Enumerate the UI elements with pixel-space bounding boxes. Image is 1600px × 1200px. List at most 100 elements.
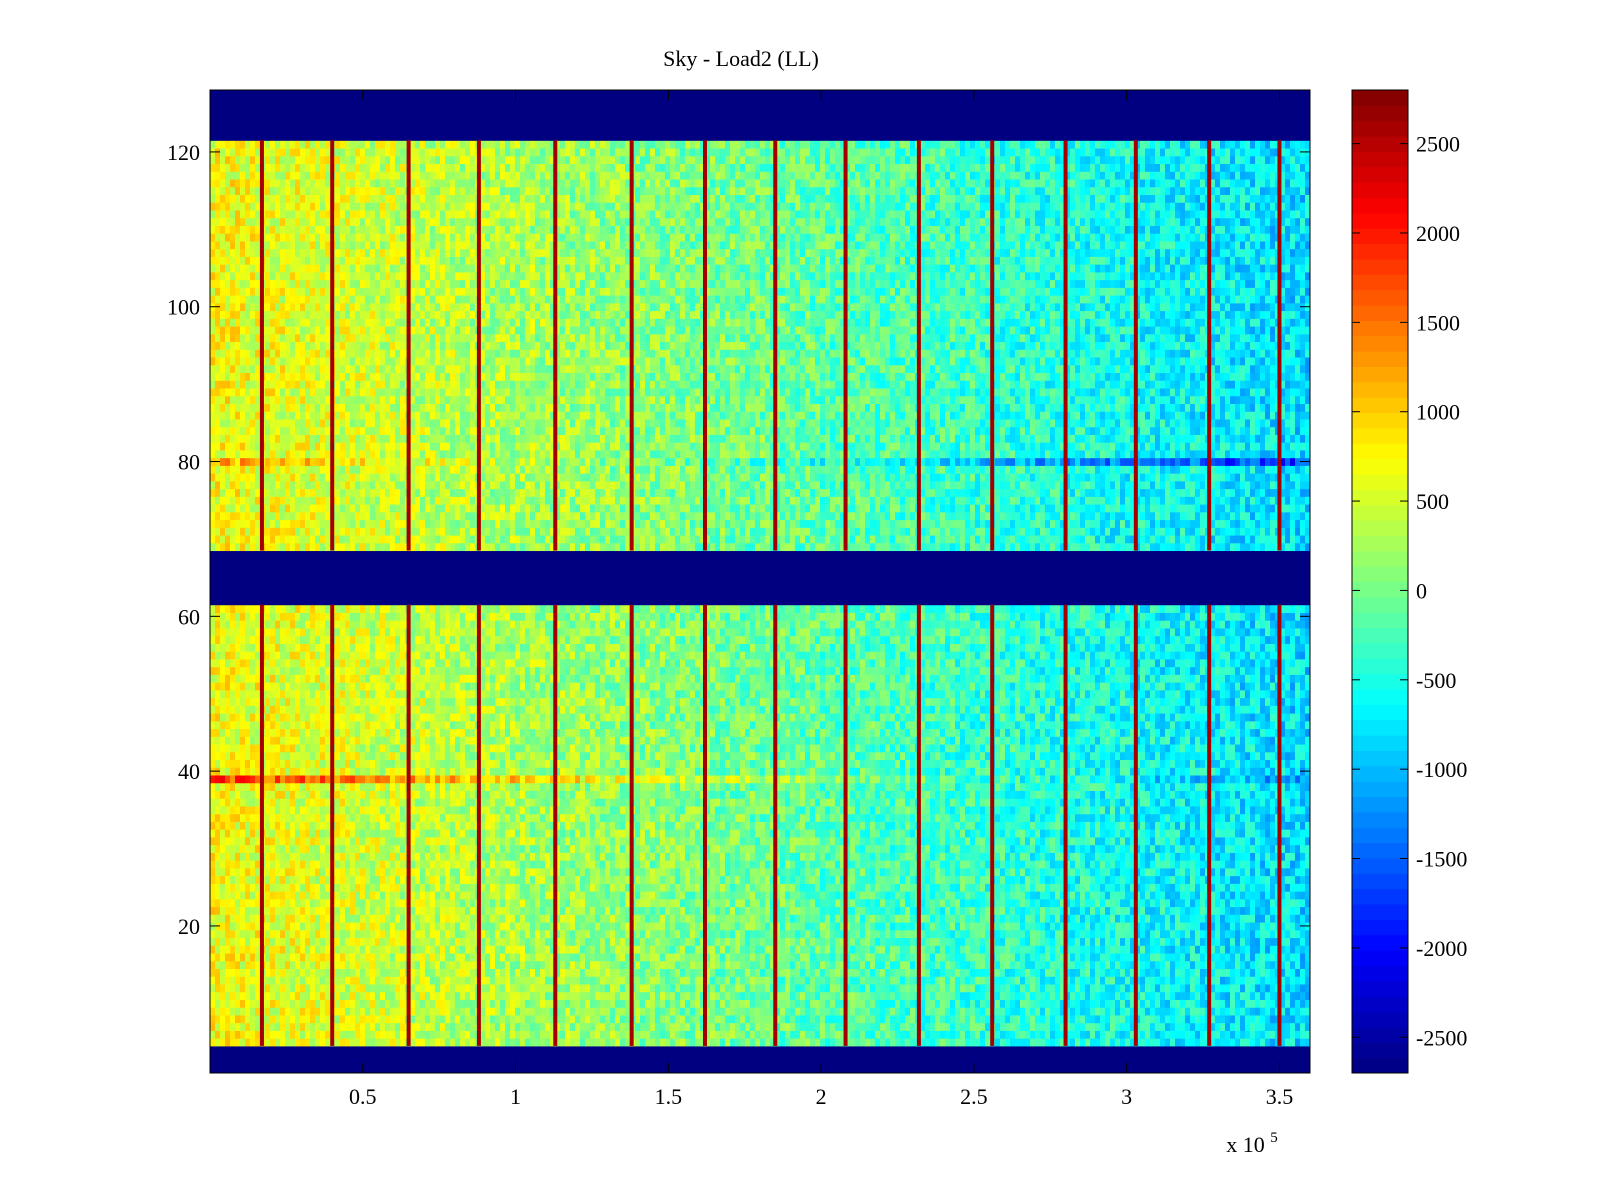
heatmap-cell: [615, 1015, 621, 1023]
heatmap-cell: [1215, 1007, 1221, 1015]
heatmap-cell: [530, 1015, 536, 1023]
heatmap-cell: [220, 1007, 226, 1015]
heatmap-cell: [565, 984, 571, 992]
heatmap-cell: [695, 976, 701, 984]
heatmap-cell: [250, 1015, 256, 1023]
heatmap-cell: [305, 1030, 311, 1038]
heatmap-cell: [445, 1030, 451, 1038]
heatmap-cell: [230, 992, 236, 1000]
heatmap-cell: [435, 1038, 441, 1046]
heatmap-cell: [1225, 999, 1231, 1007]
heatmap-cell: [1235, 999, 1241, 1007]
heatmap-cell: [1120, 1023, 1126, 1031]
heatmap-cell: [220, 1038, 226, 1046]
heatmap-cell: [415, 984, 421, 992]
heatmap-cell: [680, 1030, 686, 1038]
heatmap-cell: [780, 1038, 786, 1046]
heatmap-cell: [795, 1038, 801, 1046]
heatmap-cell: [375, 992, 381, 1000]
heatmap-cell: [1095, 984, 1101, 992]
heatmap-cell: [225, 1030, 231, 1038]
heatmap-cell: [605, 1030, 611, 1038]
heatmap-cell: [245, 1038, 251, 1046]
heatmap-cell: [925, 1015, 931, 1023]
heatmap-cell: [925, 976, 931, 984]
heatmap-cell: [1120, 984, 1126, 992]
heatmap-cell: [420, 1038, 426, 1046]
heatmap-cell: [320, 1007, 326, 1015]
heatmap-cell: [265, 999, 271, 1007]
heatmap-cell: [315, 1007, 321, 1015]
heatmap-cell: [210, 976, 216, 984]
heatmap-cell: [895, 992, 901, 1000]
heatmap-cell: [985, 992, 991, 1000]
heatmap-cell: [465, 1015, 471, 1023]
heatmap-cell: [365, 1038, 371, 1046]
heatmap-cell: [680, 999, 686, 1007]
heatmap-cell: [265, 1038, 271, 1046]
heatmap-cell: [1015, 984, 1021, 992]
heatmap-cell: [930, 1007, 936, 1015]
heatmap-cell: [900, 992, 906, 1000]
heatmap-cell: [1015, 1007, 1021, 1015]
heatmap-cell: [930, 1030, 936, 1038]
heatmap-cell: [1140, 1015, 1146, 1023]
heatmap-cell: [250, 1023, 256, 1031]
heatmap-cell: [505, 1038, 511, 1046]
heatmap-cell: [1085, 984, 1091, 992]
heatmap-cell: [595, 1015, 601, 1023]
heatmap-cell: [240, 984, 246, 992]
heatmap-cell: [955, 992, 961, 1000]
heatmap-cell: [820, 992, 826, 1000]
heatmap-cell: [875, 976, 881, 984]
heatmap-cell: [685, 1038, 691, 1046]
heatmap-cell: [1240, 1030, 1246, 1038]
heatmap-cell: [935, 992, 941, 1000]
heatmap-cell: [1265, 1007, 1271, 1015]
heatmap-cell: [995, 992, 1001, 1000]
heatmap-cell: [285, 984, 291, 992]
heatmap-cell: [685, 999, 691, 1007]
heatmap-cell: [900, 1015, 906, 1023]
heatmap-cell: [860, 1007, 866, 1015]
heatmap-cell: [900, 1038, 906, 1046]
heatmap-cell: [375, 999, 381, 1007]
heatmap-cell: [640, 999, 646, 1007]
heatmap-cell: [235, 1007, 241, 1015]
heatmap-cell: [870, 1015, 876, 1023]
heatmap-cell: [825, 1030, 831, 1038]
heatmap-cell: [1290, 1015, 1296, 1023]
heatmap-cell: [300, 1023, 306, 1031]
heatmap-cell: [320, 1038, 326, 1046]
heatmap-cell: [400, 976, 406, 984]
heatmap-cell: [850, 976, 856, 984]
heatmap-cell: [230, 984, 236, 992]
heatmap-cell: [865, 1030, 871, 1038]
heatmap-cell: [410, 1007, 416, 1015]
heatmap-cell: [445, 1038, 451, 1046]
heatmap-cell: [655, 1007, 661, 1015]
heatmap-cell: [1075, 1030, 1081, 1038]
heatmap-cell: [1255, 1030, 1261, 1038]
heatmap-cell: [1020, 1015, 1026, 1023]
heatmap-cell: [755, 992, 761, 1000]
heatmap-cell: [900, 976, 906, 984]
heatmap-cell: [600, 1007, 606, 1015]
heatmap-cell: [360, 1015, 366, 1023]
heatmap-cell: [560, 999, 566, 1007]
heatmap-cell: [525, 992, 531, 1000]
heatmap-cell: [585, 1007, 591, 1015]
heatmap-cell: [1150, 992, 1156, 1000]
heatmap-cell: [755, 976, 761, 984]
heatmap-cell: [790, 1030, 796, 1038]
heatmap-cell: [580, 976, 586, 984]
heatmap-cell: [1165, 992, 1171, 1000]
heatmap-cell: [715, 1007, 721, 1015]
heatmap-cell: [415, 992, 421, 1000]
heatmap-cell: [1265, 1038, 1271, 1046]
heatmap-cell: [545, 1023, 551, 1031]
heatmap-cell: [865, 1015, 871, 1023]
heatmap-cell: [830, 1015, 836, 1023]
heatmap-cell: [535, 976, 541, 984]
heatmap-cell: [855, 1015, 861, 1023]
